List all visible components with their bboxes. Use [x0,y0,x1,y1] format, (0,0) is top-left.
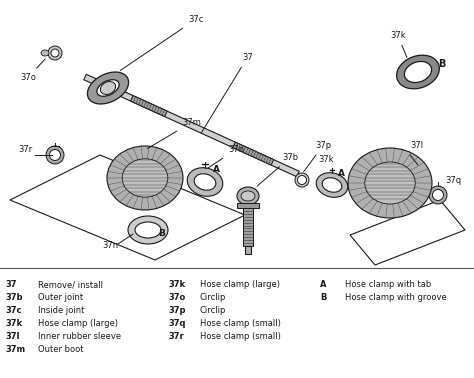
Text: Hose clamp with groove: Hose clamp with groove [345,293,447,302]
Circle shape [298,175,307,184]
Ellipse shape [107,146,183,210]
Text: 37r: 37r [18,145,32,154]
Text: A: A [338,169,345,178]
Ellipse shape [128,216,168,244]
Text: 37p: 37p [304,141,331,172]
Text: Outer boot: Outer boot [38,345,83,354]
Circle shape [49,150,61,161]
Ellipse shape [322,178,342,192]
Ellipse shape [122,159,168,197]
Text: 37o: 37o [20,59,45,82]
Text: 37b: 37b [257,153,298,186]
Ellipse shape [316,173,348,197]
Text: Hose clamp (large): Hose clamp (large) [38,319,118,328]
Text: 37n: 37n [102,241,118,250]
Text: 37: 37 [201,53,253,133]
Text: 37k: 37k [5,319,22,328]
Text: 37c: 37c [5,306,21,315]
Circle shape [432,189,444,200]
Text: 37k: 37k [390,31,407,57]
Text: A: A [320,280,327,289]
Text: 37l: 37l [5,332,19,341]
Circle shape [295,173,309,187]
Ellipse shape [241,191,255,201]
Text: 37o: 37o [168,293,185,302]
Ellipse shape [237,187,259,205]
Text: Hose clamp (small): Hose clamp (small) [200,332,281,341]
Text: 37p: 37p [168,306,185,315]
Text: 37q: 37q [168,319,185,328]
Text: Circlip: Circlip [200,306,227,315]
Text: 37m: 37m [147,118,201,149]
Ellipse shape [365,162,415,204]
Text: B: B [438,59,446,69]
Text: Remove/ install: Remove/ install [38,280,103,289]
Circle shape [48,46,62,60]
Text: B: B [320,293,327,302]
Polygon shape [243,205,253,246]
Circle shape [51,49,59,57]
Text: 37n: 37n [207,145,244,169]
Polygon shape [245,246,251,254]
Text: Hose clamp with tab: Hose clamp with tab [345,280,431,289]
Text: Outer joint: Outer joint [38,293,83,302]
Ellipse shape [404,62,432,82]
Ellipse shape [194,174,216,190]
Ellipse shape [97,80,119,96]
Polygon shape [84,74,299,177]
Text: 37b: 37b [5,293,22,302]
Ellipse shape [187,168,223,196]
Text: 37k: 37k [318,155,334,164]
Circle shape [46,146,64,164]
Text: 37r: 37r [168,332,184,341]
Polygon shape [233,142,273,165]
Bar [237,203,259,208]
Ellipse shape [135,222,161,238]
Text: Circlip: Circlip [200,293,227,302]
Ellipse shape [348,148,432,218]
Text: B: B [158,229,165,238]
Ellipse shape [41,50,49,56]
Text: Inner rubber sleeve: Inner rubber sleeve [38,332,121,341]
Text: 37k: 37k [168,280,185,289]
Text: Hose clamp (small): Hose clamp (small) [200,319,281,328]
Text: 37: 37 [5,280,17,289]
Text: Inside joint: Inside joint [38,306,84,315]
Text: 37c: 37c [120,15,203,70]
Text: 37l: 37l [410,141,423,150]
Ellipse shape [397,55,439,89]
Ellipse shape [87,72,128,104]
Text: 37q: 37q [445,176,461,185]
Circle shape [429,186,447,204]
Text: A: A [213,165,220,174]
Polygon shape [131,96,167,116]
Ellipse shape [100,82,116,94]
Text: 37m: 37m [5,345,25,354]
Text: Hose clamp (large): Hose clamp (large) [200,280,280,289]
